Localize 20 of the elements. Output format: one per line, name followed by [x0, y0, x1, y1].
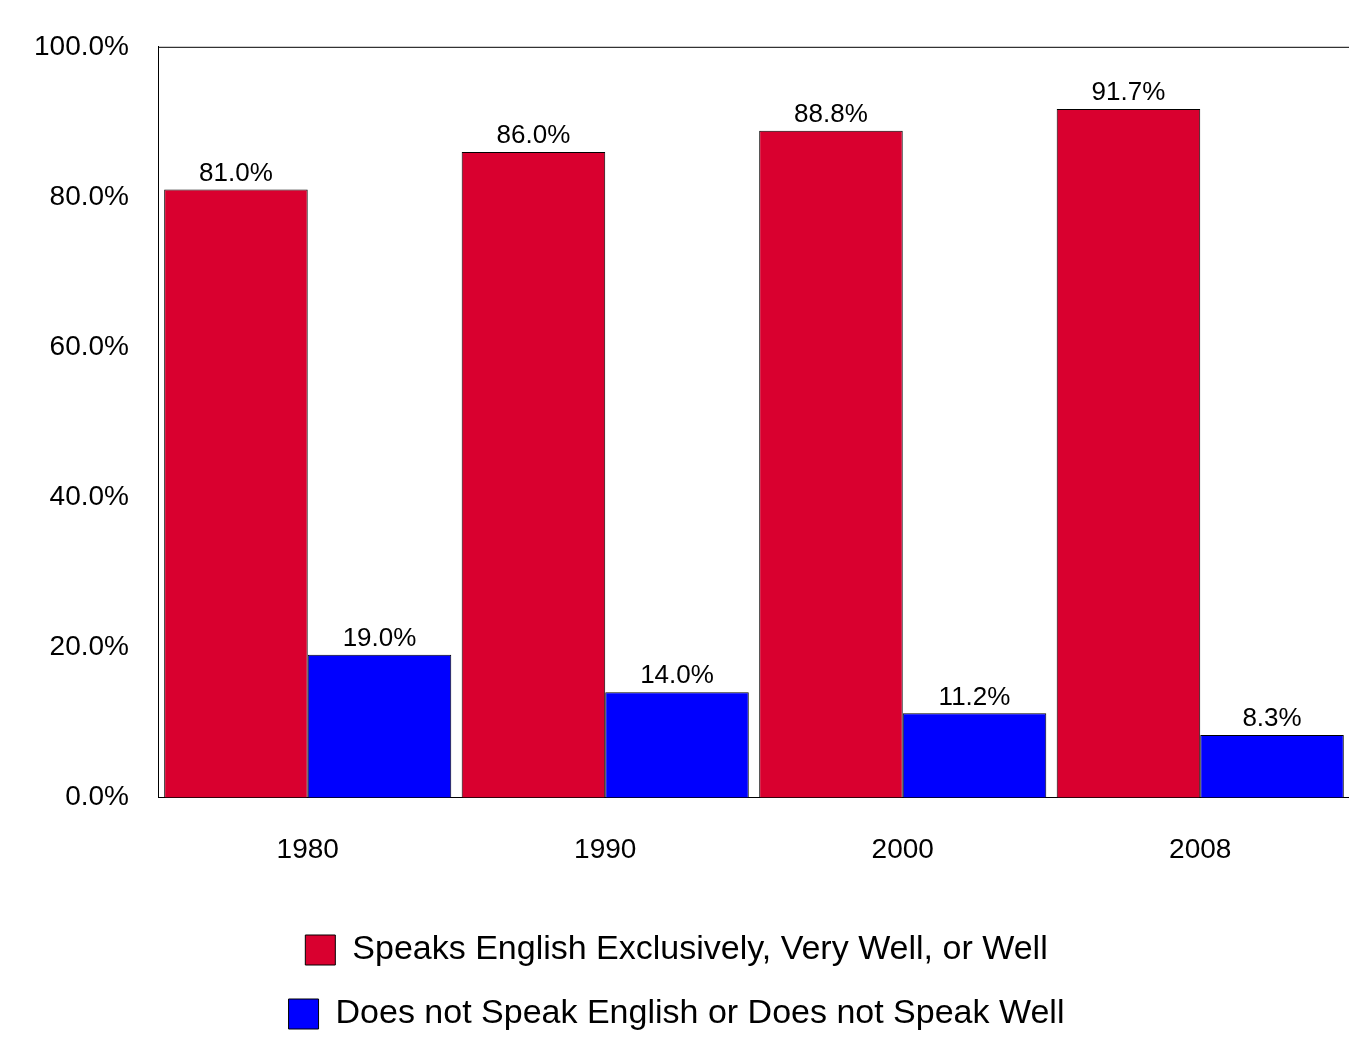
x-tick-label: 2008 [1169, 832, 1232, 864]
y-tick-label: 60.0% [49, 329, 129, 361]
y-tick-label: 20.0% [49, 630, 129, 661]
legend-label: Does not Speak English or Does not Speak Well [335, 992, 1065, 1031]
y-tick-label: 0.0% [65, 780, 129, 812]
legend-label: Speaks English Exclusively, Very Well, or Well [352, 928, 1048, 967]
data-label: 11.2% [938, 680, 1011, 711]
y-tick-label: 80.0% [49, 179, 129, 211]
y-tick-label: 100.0% [34, 29, 129, 61]
data-label: 88.8% [794, 98, 868, 129]
data-label: 86.0% [496, 119, 571, 150]
data-label: 19.0% [342, 621, 417, 652]
data-label: 81.0% [199, 156, 273, 187]
x-tick-label: 1990 [574, 832, 637, 864]
x-tick-label: 2000 [871, 832, 934, 864]
data-label: 8.3% [1242, 702, 1302, 733]
data-label: 91.7% [1091, 76, 1166, 107]
data-label: 14.0% [640, 659, 714, 690]
y-tick-label: 40.0% [49, 479, 129, 511]
x-tick-label: 1980 [276, 832, 339, 864]
